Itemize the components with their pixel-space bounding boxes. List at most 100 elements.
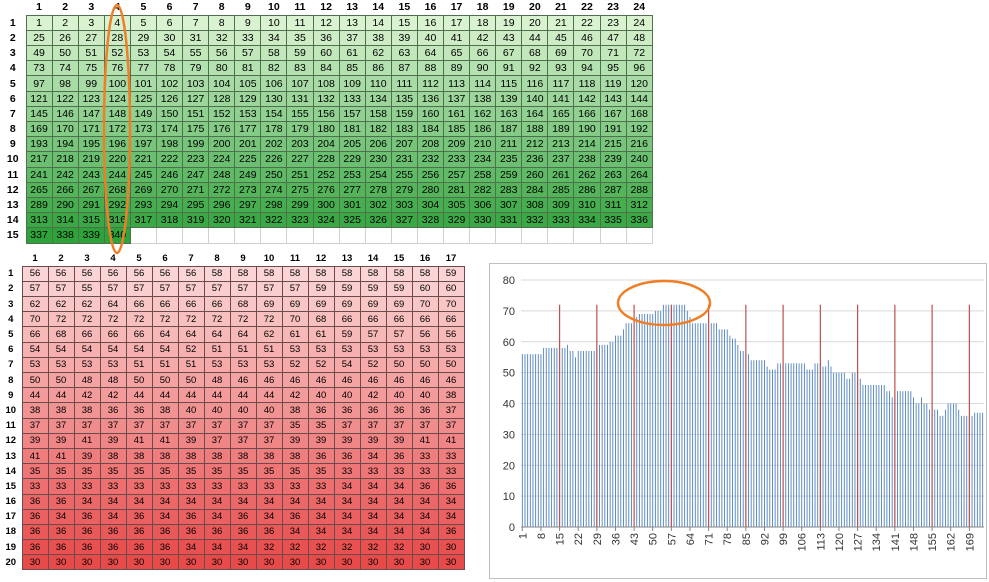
green-table-cell[interactable]: 293 <box>129 196 157 214</box>
red-table-cell[interactable]: 30 <box>411 554 439 571</box>
red-table-cell[interactable]: 36 <box>437 523 465 541</box>
green-table-cell[interactable]: 280 <box>416 181 445 198</box>
red-table-cell[interactable]: 30 <box>21 554 49 571</box>
red-table-cell[interactable]: 54 <box>333 356 361 374</box>
green-table-cell[interactable]: 322 <box>260 212 288 229</box>
red-table-cell[interactable]: 34 <box>333 478 361 495</box>
red-table-cell[interactable]: 37 <box>229 432 257 449</box>
red-table-cell[interactable]: 51 <box>255 341 283 358</box>
red-table-cell[interactable]: 61 <box>281 326 309 343</box>
green-table-cell[interactable]: 78 <box>155 60 184 77</box>
green-table-cell[interactable]: 134 <box>364 90 392 107</box>
green-table-cell[interactable]: 243 <box>77 166 105 183</box>
red-table-cell[interactable]: 36 <box>411 402 439 419</box>
green-table-cell[interactable] <box>234 227 262 244</box>
green-table-cell[interactable]: 225 <box>234 151 262 168</box>
green-table-cell[interactable]: 252 <box>312 166 340 183</box>
green-table-cell[interactable]: 85 <box>338 60 366 77</box>
red-table-cell[interactable]: 40 <box>385 387 413 404</box>
red-table-cell[interactable]: 34 <box>73 493 101 510</box>
red-table-cell[interactable]: 58 <box>255 265 283 282</box>
green-table-cell[interactable]: 337 <box>25 227 53 244</box>
green-table-cell[interactable]: 36 <box>312 29 340 47</box>
red-table-cell[interactable]: 38 <box>151 447 179 465</box>
green-table-cell[interactable]: 90 <box>469 60 497 77</box>
green-table-cell[interactable]: 118 <box>573 75 601 92</box>
red-table-cell[interactable]: 40 <box>255 402 283 419</box>
green-table-cell[interactable]: 259 <box>495 166 523 183</box>
green-table-cell[interactable]: 228 <box>312 151 340 168</box>
red-table-cell[interactable]: 52 <box>359 356 387 374</box>
red-table-cell[interactable]: 32 <box>333 539 361 556</box>
green-table-cell[interactable]: 52 <box>103 45 131 62</box>
red-table-cell[interactable]: 42 <box>281 387 309 404</box>
green-table-cell[interactable]: 338 <box>51 227 79 244</box>
red-table-cell[interactable]: 37 <box>125 417 153 434</box>
red-table-cell[interactable]: 59 <box>307 280 335 298</box>
red-table-cell[interactable]: 48 <box>99 371 127 389</box>
green-table-cell[interactable]: 91 <box>495 60 523 77</box>
green-table-cell[interactable]: 109 <box>338 75 366 92</box>
green-table-cell[interactable]: 224 <box>208 151 236 168</box>
green-table-cell[interactable]: 226 <box>260 151 288 168</box>
green-table-cell[interactable]: 276 <box>312 181 340 198</box>
green-table-cell[interactable]: 298 <box>260 196 288 214</box>
red-table-cell[interactable]: 59 <box>333 280 361 298</box>
red-table-cell[interactable]: 37 <box>255 417 283 434</box>
green-table-cell[interactable]: 253 <box>338 166 366 183</box>
red-table-cell[interactable]: 30 <box>151 554 179 571</box>
green-table-cell[interactable]: 74 <box>51 60 79 77</box>
red-table-cell[interactable]: 54 <box>125 341 153 358</box>
green-table-cell[interactable]: 310 <box>573 196 601 214</box>
green-table-cell[interactable]: 8 <box>208 14 236 31</box>
red-table-cell[interactable]: 70 <box>411 296 439 313</box>
green-table-cell[interactable]: 297 <box>234 196 262 214</box>
green-table-cell[interactable]: 155 <box>286 105 314 123</box>
green-table-cell[interactable]: 115 <box>495 75 523 92</box>
green-table-cell[interactable]: 309 <box>547 196 575 214</box>
green-table-cell[interactable]: 18 <box>469 14 497 31</box>
green-table-cell[interactable]: 83 <box>286 60 314 77</box>
red-table-cell[interactable]: 50 <box>437 356 465 374</box>
green-table-cell[interactable]: 132 <box>312 90 340 107</box>
green-table-cell[interactable]: 242 <box>51 166 79 183</box>
green-table-cell[interactable]: 162 <box>469 105 497 123</box>
red-table-cell[interactable]: 72 <box>255 311 283 328</box>
green-table-cell[interactable]: 89 <box>442 60 471 77</box>
green-table-cell[interactable]: 303 <box>390 196 418 214</box>
red-table-cell[interactable]: 56 <box>73 265 101 282</box>
red-table-cell[interactable]: 39 <box>47 432 75 449</box>
red-table-cell[interactable]: 59 <box>333 326 361 343</box>
red-table-cell[interactable]: 46 <box>255 371 283 389</box>
red-table-cell[interactable]: 54 <box>73 341 101 358</box>
red-table-cell[interactable]: 30 <box>385 554 413 571</box>
red-table-cell[interactable]: 34 <box>437 493 465 510</box>
green-table-cell[interactable]: 20 <box>521 14 549 31</box>
green-table-cell[interactable]: 69 <box>547 45 575 62</box>
green-table-cell[interactable]: 102 <box>155 75 184 92</box>
red-table-cell[interactable]: 30 <box>73 554 101 571</box>
red-table-cell[interactable]: 36 <box>47 523 75 541</box>
green-table-cell[interactable]: 67 <box>495 45 523 62</box>
green-table-cell[interactable]: 32 <box>208 29 236 47</box>
red-table-cell[interactable]: 58 <box>359 265 387 282</box>
red-table-cell[interactable]: 38 <box>47 402 75 419</box>
green-table-cell[interactable]: 136 <box>416 90 445 107</box>
red-table-cell[interactable]: 46 <box>307 371 335 389</box>
red-table-cell[interactable]: 40 <box>307 387 335 404</box>
green-table-cell[interactable]: 287 <box>599 181 627 198</box>
red-table-cell[interactable]: 64 <box>177 326 205 343</box>
red-table-cell[interactable]: 50 <box>21 371 49 389</box>
green-table-cell[interactable]: 312 <box>625 196 653 214</box>
red-table-cell[interactable]: 34 <box>333 523 361 541</box>
green-table-cell[interactable]: 30 <box>155 29 184 47</box>
green-table-cell[interactable]: 286 <box>573 181 601 198</box>
green-table-cell[interactable]: 258 <box>469 166 497 183</box>
red-table-cell[interactable]: 53 <box>385 341 413 358</box>
red-table-cell[interactable]: 53 <box>411 341 439 358</box>
red-table-cell[interactable]: 72 <box>99 311 127 328</box>
red-table-cell[interactable]: 35 <box>307 463 335 480</box>
red-table-cell[interactable]: 66 <box>385 311 413 328</box>
green-table-cell[interactable]: 141 <box>547 90 575 107</box>
red-table-cell[interactable]: 34 <box>47 508 75 525</box>
